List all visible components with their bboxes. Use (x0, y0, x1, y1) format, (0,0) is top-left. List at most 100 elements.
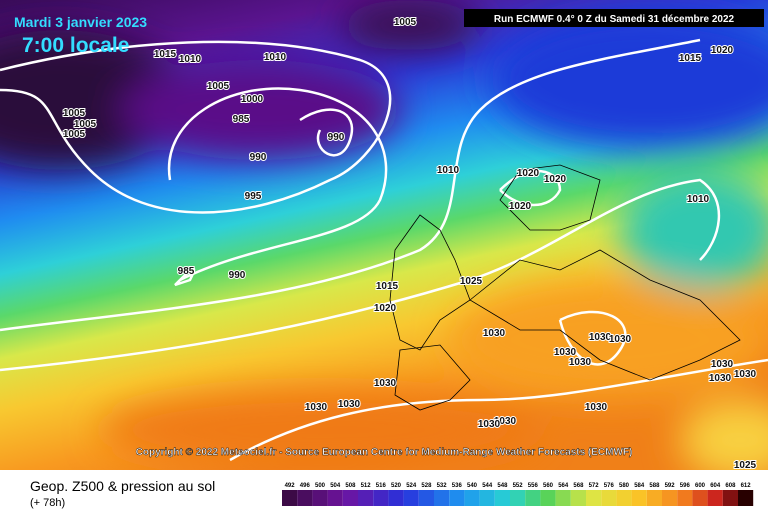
isobar-label: 985 (233, 114, 250, 125)
isobar-label: 1005 (63, 129, 86, 140)
isobar-label: 995 (245, 191, 262, 202)
scale-value: 564 (558, 483, 569, 489)
isobar-label: 1030 (569, 357, 592, 368)
isobar-label: 1030 (338, 399, 361, 410)
isobar-label: 1005 (394, 17, 417, 28)
scale-swatch (418, 490, 434, 506)
scale-swatch (479, 490, 495, 506)
scale-value: 568 (573, 483, 584, 489)
scale-swatch (525, 490, 541, 506)
scale-value: 528 (421, 483, 432, 489)
scale-value: 604 (710, 483, 721, 489)
scale-swatch (464, 490, 480, 506)
scale-swatch (297, 490, 313, 506)
isobar-label: 1015 (679, 53, 702, 64)
scale-value: 576 (604, 483, 615, 489)
scale-value: 492 (285, 483, 296, 489)
scale-value: 548 (497, 483, 508, 489)
isobar-label: 1030 (374, 378, 397, 389)
scale-value: 496 (300, 483, 311, 489)
scale-value: 580 (619, 483, 630, 489)
scale-value: 544 (482, 483, 493, 489)
scale-swatch (403, 490, 419, 506)
isobar-label: 1025 (734, 460, 757, 471)
scale-value: 608 (725, 483, 736, 489)
copyright: Copyright © 2022 Meteociel.fr - Source E… (136, 447, 633, 458)
scale-swatch (494, 490, 510, 506)
scale-swatch (722, 490, 738, 506)
scale-swatch (282, 490, 298, 506)
scale-value: 536 (452, 483, 463, 489)
scale-swatch (510, 490, 526, 506)
isobar-label: 1020 (517, 168, 540, 179)
scale-value: 588 (649, 483, 660, 489)
scale-swatch (570, 490, 586, 506)
isobar-label: 990 (250, 152, 267, 163)
isobar-label: 1030 (589, 332, 612, 343)
scale-value: 612 (741, 483, 752, 489)
scale-swatch (434, 490, 450, 506)
scale-swatch (616, 490, 632, 506)
scale-value: 572 (589, 483, 600, 489)
isobar-label: 990 (328, 132, 345, 143)
scale-swatch (327, 490, 343, 506)
scale-swatch (312, 490, 328, 506)
isobar-label: 1010 (437, 165, 460, 176)
isobar-label: 1015 (376, 281, 399, 292)
isobar-label: 1020 (374, 303, 397, 314)
fields (0, 0, 768, 480)
scale-swatch (646, 490, 662, 506)
scale-value: 552 (513, 483, 524, 489)
scale-value: 504 (330, 483, 341, 489)
isobar-label: 1010 (687, 194, 710, 205)
isobars (0, 38, 768, 462)
scale-value: 592 (665, 483, 676, 489)
isobar-label: 1010 (264, 52, 287, 63)
scale-value: 596 (680, 483, 691, 489)
scale-swatch (388, 490, 404, 506)
scale-value: 560 (543, 483, 554, 489)
scale-swatch (449, 490, 465, 506)
isobar-label: 1030 (709, 373, 732, 384)
scale-swatch (631, 490, 647, 506)
scale-value: 512 (361, 483, 372, 489)
isobar-label: 1020 (711, 45, 734, 56)
date: Mardi 3 janvier 2023 (14, 14, 147, 30)
isobar-label: 1005 (74, 119, 97, 130)
isobar-label: 1030 (305, 402, 328, 413)
scale-swatch (707, 490, 723, 506)
isobar-label: 985 (178, 266, 195, 277)
scale-value: 516 (376, 483, 387, 489)
scale-swatch (373, 490, 389, 506)
scale-value: 540 (467, 483, 478, 489)
isobar-label: 1030 (494, 416, 517, 427)
isobar-label: 1005 (207, 81, 230, 92)
coastlines (389, 164, 741, 411)
scale-value: 524 (406, 483, 417, 489)
scale-value: 500 (315, 483, 326, 489)
isobar-label: 1025 (460, 276, 483, 287)
scale-swatch (358, 490, 374, 506)
scale-value: 584 (634, 483, 645, 489)
legend-subtitle: (+ 78h) (30, 497, 65, 509)
isobar-label: 1030 (483, 328, 506, 339)
scale-swatch (540, 490, 556, 506)
scale-swatch (738, 490, 754, 506)
isobar-label: 1010 (179, 54, 202, 65)
scale-swatch (662, 490, 678, 506)
isobar-label: 1020 (509, 201, 532, 212)
scale-value: 556 (528, 483, 539, 489)
scale-value: 520 (391, 483, 402, 489)
isobar-label: 1020 (544, 174, 567, 185)
scale-swatch (586, 490, 602, 506)
scale-swatch (692, 490, 708, 506)
isobar-label: 1030 (734, 369, 757, 380)
isobar-label: 1030 (478, 419, 501, 430)
isobar-label: 990 (229, 270, 246, 281)
isobar-label: 1030 (585, 402, 608, 413)
isobar-label: 1005 (63, 108, 86, 119)
time: 7:00 locale (22, 34, 129, 57)
color-scale: 492 496 500 504 508 512 516 520 524 528 532 536 540 5… (282, 483, 754, 506)
